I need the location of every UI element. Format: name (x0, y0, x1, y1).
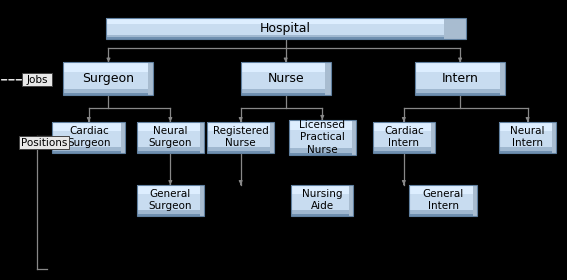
FancyBboxPatch shape (552, 122, 556, 153)
Text: Nursing
Aide: Nursing Aide (302, 189, 342, 211)
FancyBboxPatch shape (289, 120, 356, 155)
FancyBboxPatch shape (52, 151, 125, 153)
Text: Intern: Intern (442, 72, 479, 85)
FancyBboxPatch shape (207, 122, 274, 131)
Text: Cardiac
Intern: Cardiac Intern (384, 126, 424, 148)
FancyBboxPatch shape (415, 89, 505, 95)
FancyBboxPatch shape (415, 93, 505, 95)
Text: Hospital: Hospital (260, 22, 311, 34)
FancyBboxPatch shape (137, 210, 204, 216)
FancyBboxPatch shape (64, 62, 154, 95)
Text: Positions: Positions (20, 138, 67, 148)
FancyBboxPatch shape (240, 89, 331, 95)
FancyBboxPatch shape (137, 151, 204, 153)
Text: Registered
Nurse: Registered Nurse (213, 126, 269, 148)
FancyBboxPatch shape (409, 214, 477, 216)
FancyBboxPatch shape (19, 136, 69, 149)
FancyBboxPatch shape (444, 18, 466, 39)
Text: General
Surgeon: General Surgeon (149, 189, 192, 211)
Text: General
Intern: General Intern (422, 189, 464, 211)
Text: Neural
Intern: Neural Intern (510, 126, 545, 148)
FancyBboxPatch shape (121, 122, 125, 153)
FancyBboxPatch shape (289, 153, 356, 155)
FancyBboxPatch shape (473, 185, 477, 216)
FancyBboxPatch shape (291, 214, 353, 216)
FancyBboxPatch shape (373, 147, 435, 153)
FancyBboxPatch shape (52, 147, 125, 153)
FancyBboxPatch shape (373, 122, 435, 131)
Text: Surgeon: Surgeon (82, 72, 134, 85)
FancyBboxPatch shape (207, 122, 274, 153)
Text: Licensed
Practical
Nurse: Licensed Practical Nurse (299, 120, 345, 155)
FancyBboxPatch shape (137, 147, 204, 153)
FancyBboxPatch shape (137, 122, 204, 131)
FancyBboxPatch shape (240, 62, 331, 72)
FancyBboxPatch shape (291, 185, 353, 194)
FancyBboxPatch shape (200, 185, 204, 216)
FancyBboxPatch shape (64, 62, 154, 72)
FancyBboxPatch shape (240, 62, 331, 95)
FancyBboxPatch shape (409, 185, 477, 194)
FancyBboxPatch shape (105, 18, 466, 39)
FancyBboxPatch shape (373, 122, 435, 153)
FancyBboxPatch shape (207, 151, 274, 153)
FancyBboxPatch shape (64, 93, 154, 95)
Text: Neural
Surgeon: Neural Surgeon (149, 126, 192, 148)
FancyBboxPatch shape (500, 147, 556, 153)
Text: Cardiac
Surgeon: Cardiac Surgeon (67, 126, 111, 148)
FancyBboxPatch shape (105, 18, 466, 24)
FancyBboxPatch shape (291, 185, 353, 216)
FancyBboxPatch shape (409, 210, 477, 216)
FancyBboxPatch shape (207, 147, 274, 153)
FancyBboxPatch shape (52, 122, 125, 131)
FancyBboxPatch shape (240, 93, 331, 95)
FancyBboxPatch shape (137, 185, 204, 216)
FancyBboxPatch shape (373, 151, 435, 153)
FancyBboxPatch shape (105, 35, 466, 39)
FancyBboxPatch shape (137, 122, 204, 153)
FancyBboxPatch shape (431, 122, 435, 153)
FancyBboxPatch shape (500, 62, 505, 95)
FancyBboxPatch shape (415, 62, 505, 72)
FancyBboxPatch shape (325, 62, 331, 95)
FancyBboxPatch shape (349, 185, 353, 216)
FancyBboxPatch shape (289, 120, 356, 130)
Text: Jobs: Jobs (26, 75, 48, 85)
FancyBboxPatch shape (500, 151, 556, 153)
FancyBboxPatch shape (415, 62, 505, 95)
Text: Nurse: Nurse (268, 72, 304, 85)
FancyBboxPatch shape (137, 214, 204, 216)
FancyBboxPatch shape (291, 210, 353, 216)
FancyBboxPatch shape (500, 122, 556, 131)
FancyBboxPatch shape (270, 122, 274, 153)
FancyBboxPatch shape (23, 73, 52, 86)
FancyBboxPatch shape (200, 122, 204, 153)
FancyBboxPatch shape (52, 122, 125, 153)
FancyBboxPatch shape (148, 62, 154, 95)
FancyBboxPatch shape (289, 148, 356, 155)
FancyBboxPatch shape (105, 37, 466, 39)
FancyBboxPatch shape (409, 185, 477, 216)
FancyBboxPatch shape (137, 185, 204, 194)
FancyBboxPatch shape (352, 120, 356, 155)
FancyBboxPatch shape (64, 89, 154, 95)
FancyBboxPatch shape (500, 122, 556, 153)
